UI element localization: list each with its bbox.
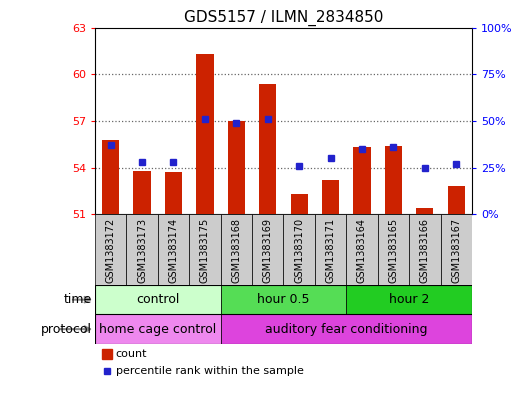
Text: GSM1383167: GSM1383167 <box>451 218 461 283</box>
Bar <box>102 140 119 214</box>
Bar <box>95 314 221 344</box>
Bar <box>353 147 370 214</box>
Text: time: time <box>64 293 92 306</box>
Text: GSM1383171: GSM1383171 <box>326 218 336 283</box>
Bar <box>448 186 465 214</box>
Bar <box>95 214 126 285</box>
Bar <box>441 214 472 285</box>
Bar <box>189 214 221 285</box>
Text: hour 0.5: hour 0.5 <box>257 293 310 306</box>
Bar <box>259 84 277 214</box>
Text: GSM1383166: GSM1383166 <box>420 218 430 283</box>
Bar <box>346 214 378 285</box>
Text: percentile rank within the sample: percentile rank within the sample <box>115 366 304 376</box>
Text: GSM1383172: GSM1383172 <box>106 218 115 283</box>
Bar <box>385 146 402 214</box>
Text: GSM1383173: GSM1383173 <box>137 218 147 283</box>
Bar <box>133 171 151 214</box>
Text: GSM1383168: GSM1383168 <box>231 218 241 283</box>
Bar <box>221 314 472 344</box>
Bar <box>196 54 213 214</box>
Text: hour 2: hour 2 <box>389 293 429 306</box>
Text: GSM1383174: GSM1383174 <box>168 218 179 283</box>
Text: home cage control: home cage control <box>99 323 216 336</box>
Bar <box>416 208 433 214</box>
Bar <box>103 349 112 359</box>
Bar <box>283 214 315 285</box>
Text: GSM1383165: GSM1383165 <box>388 218 399 283</box>
Bar <box>165 172 182 214</box>
Bar <box>315 214 346 285</box>
Text: protocol: protocol <box>42 323 92 336</box>
Text: GSM1383175: GSM1383175 <box>200 218 210 283</box>
Bar <box>322 180 339 214</box>
Bar <box>290 194 308 214</box>
Bar <box>158 214 189 285</box>
Bar <box>126 214 157 285</box>
Bar <box>346 285 472 314</box>
Bar <box>221 285 346 314</box>
Text: GSM1383169: GSM1383169 <box>263 218 273 283</box>
Text: control: control <box>136 293 180 306</box>
Text: GSM1383164: GSM1383164 <box>357 218 367 283</box>
Text: GSM1383170: GSM1383170 <box>294 218 304 283</box>
Bar <box>378 214 409 285</box>
Bar <box>221 214 252 285</box>
Text: count: count <box>115 349 147 359</box>
Title: GDS5157 / ILMN_2834850: GDS5157 / ILMN_2834850 <box>184 10 383 26</box>
Bar <box>409 214 441 285</box>
Bar <box>228 121 245 214</box>
Bar <box>95 285 221 314</box>
Bar <box>252 214 283 285</box>
Text: auditory fear conditioning: auditory fear conditioning <box>265 323 427 336</box>
